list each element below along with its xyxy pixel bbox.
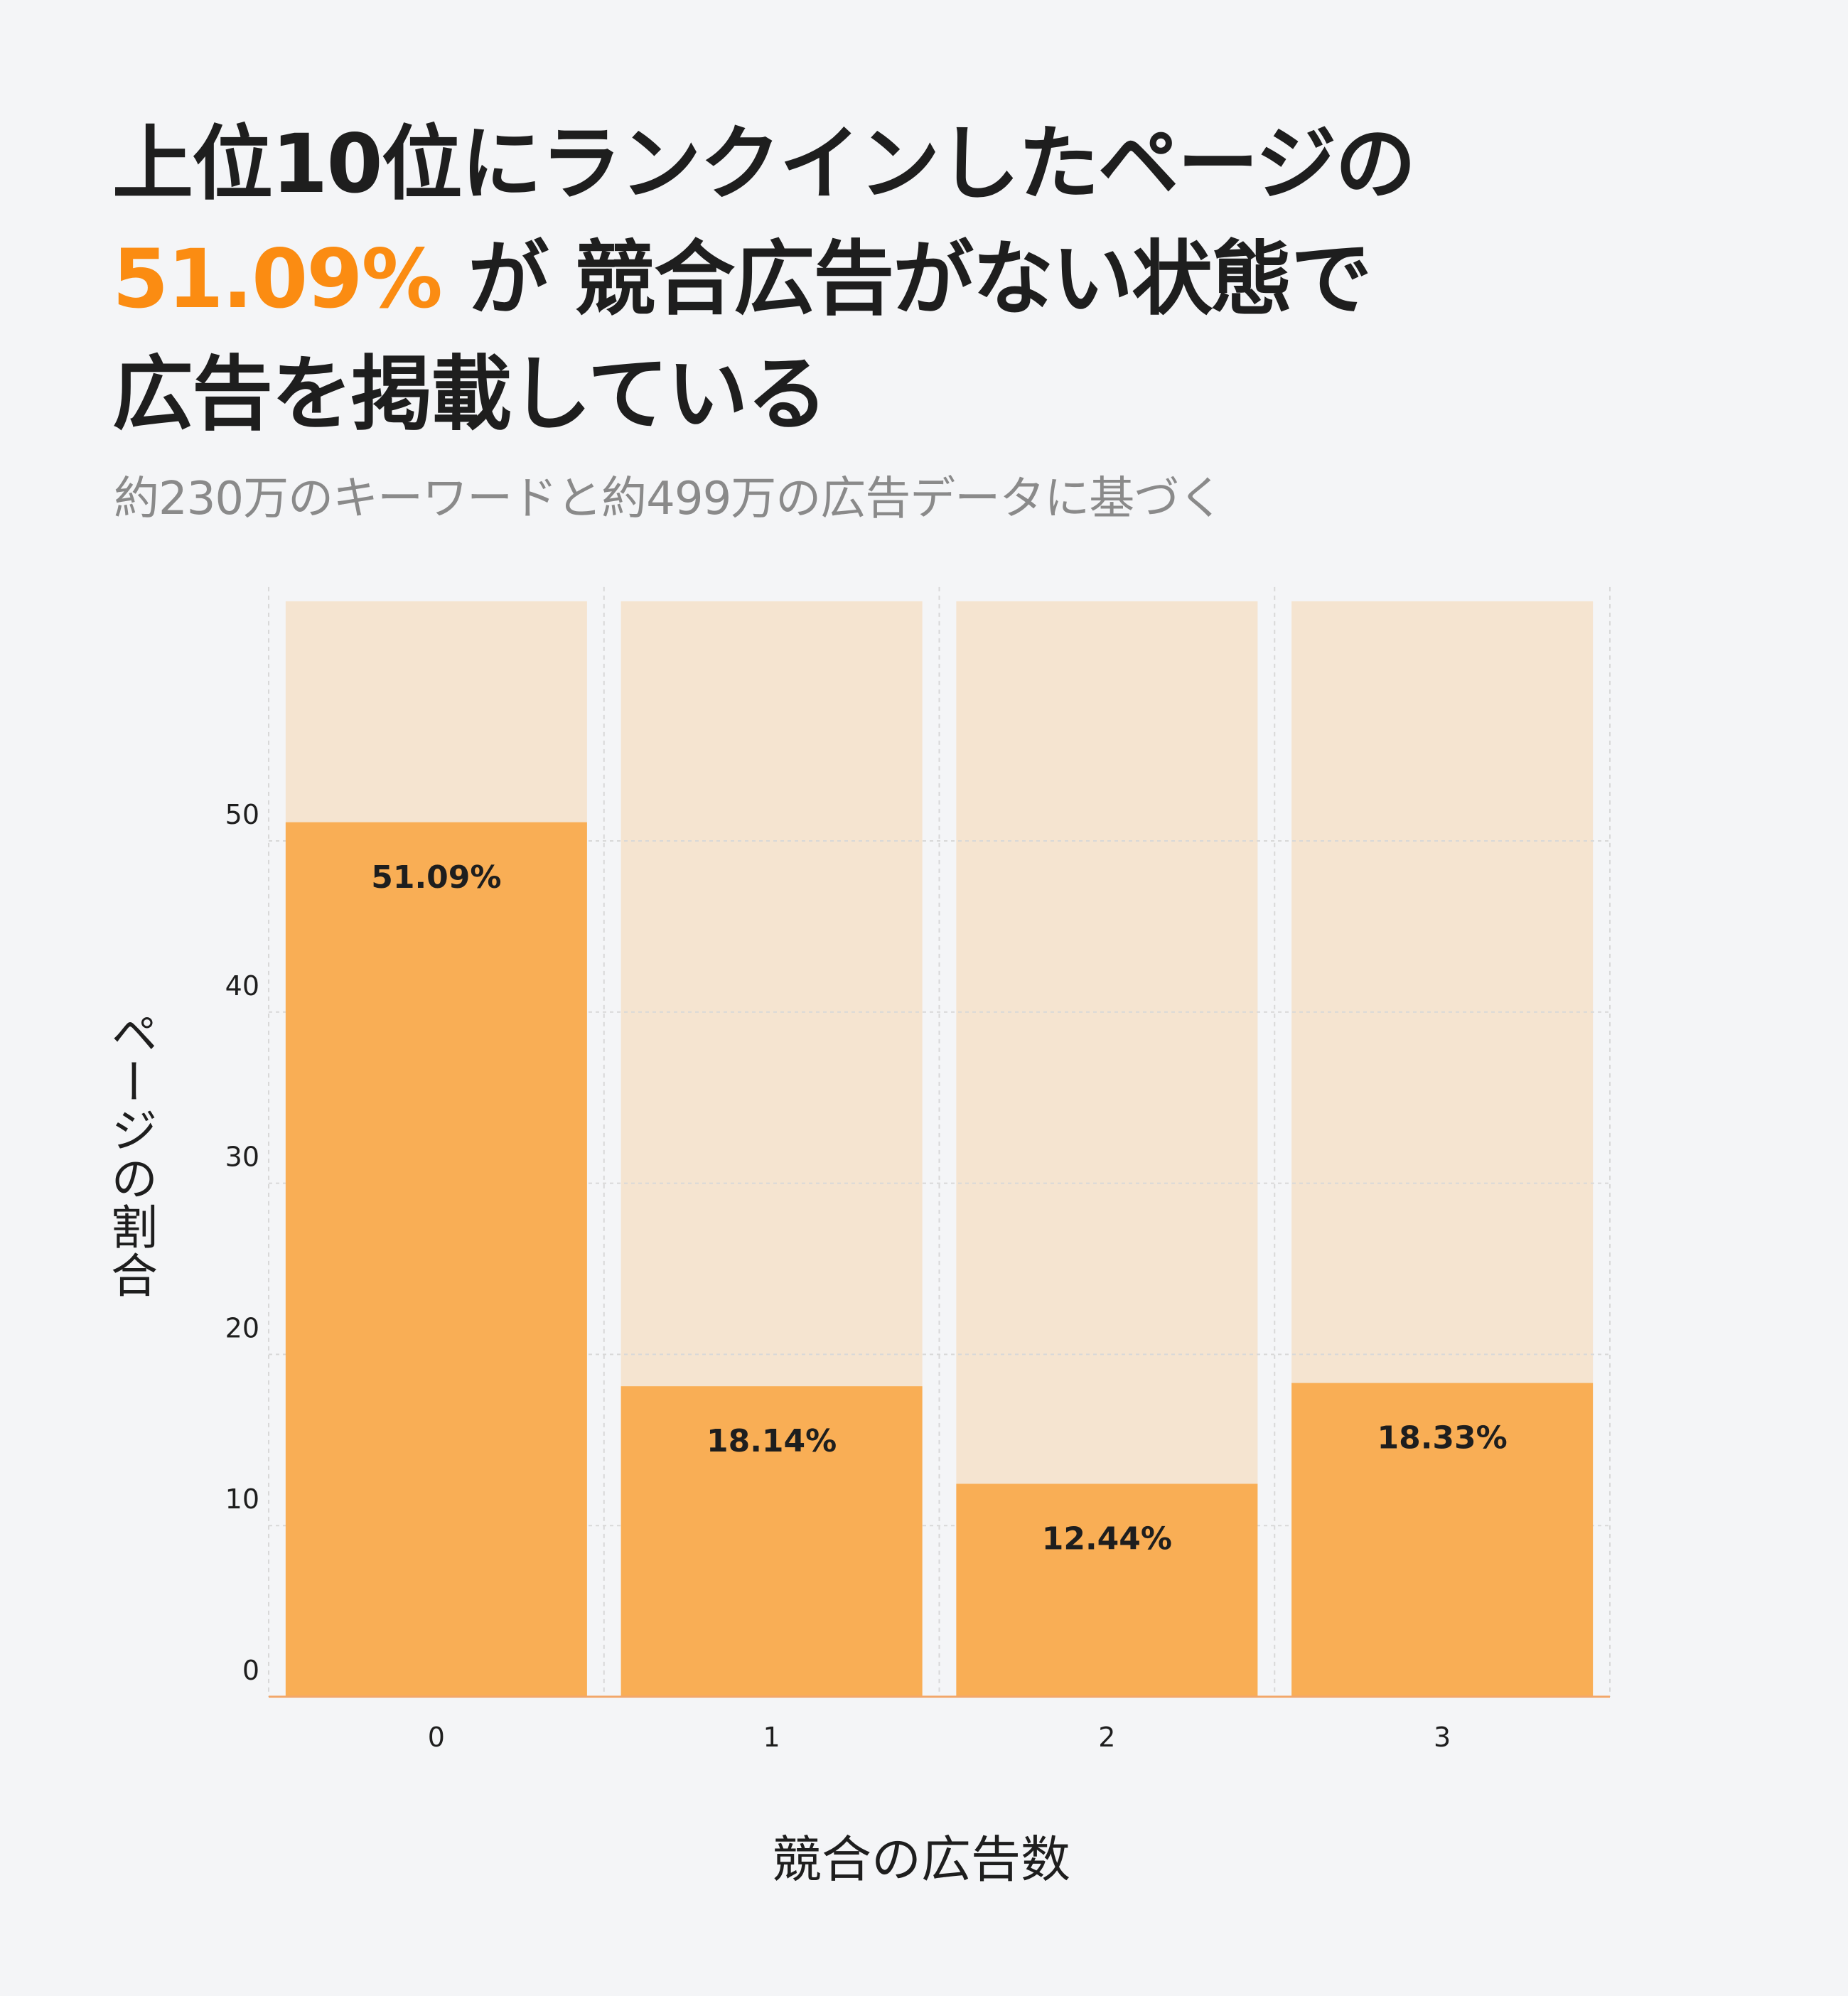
x-tick-label: 1: [763, 1722, 780, 1753]
bar: [285, 822, 587, 1697]
bar-data-label: 12.44%: [1042, 1520, 1172, 1557]
title-highlight: 51.09%: [112, 232, 443, 326]
x-tick-label: 2: [1098, 1722, 1115, 1753]
y-tick-label: 10: [225, 1483, 259, 1515]
bar: [621, 1386, 923, 1697]
title-line-1: 上位10位にランクインしたページの: [112, 117, 1416, 211]
chart-subtitle: 約230万のキーワードと約499万の広告データに基づく: [114, 473, 1224, 525]
title-line-2: 51.09% が 競合広告がない状態で: [112, 222, 1414, 337]
x-tick-label: 0: [428, 1722, 445, 1753]
y-axis-label: ページの割合: [103, 1009, 158, 1299]
y-tick-label: 20: [225, 1312, 259, 1343]
chart-title: 上位10位にランクインしたページの 51.09% が 競合広告がない状態で 広告…: [112, 107, 1416, 452]
bar-data-label: 18.14%: [707, 1423, 837, 1459]
bar-data-label: 51.09%: [371, 859, 501, 896]
bar-data-label: 18.33%: [1377, 1420, 1507, 1456]
y-tick-label: 0: [242, 1655, 259, 1686]
y-tick-label: 30: [225, 1142, 259, 1173]
y-tick-label: 50: [225, 799, 259, 830]
x-tick-label: 3: [1434, 1722, 1451, 1753]
x-axis-label: 競合の広告数: [772, 1830, 1070, 1889]
bar: [1291, 1383, 1594, 1697]
title-line-2-rest: が 競合広告がない状態で: [468, 232, 1372, 326]
bar: [956, 1483, 1258, 1697]
title-line-3: 広告を掲載している: [112, 347, 828, 441]
y-tick-label: 40: [225, 970, 259, 1002]
